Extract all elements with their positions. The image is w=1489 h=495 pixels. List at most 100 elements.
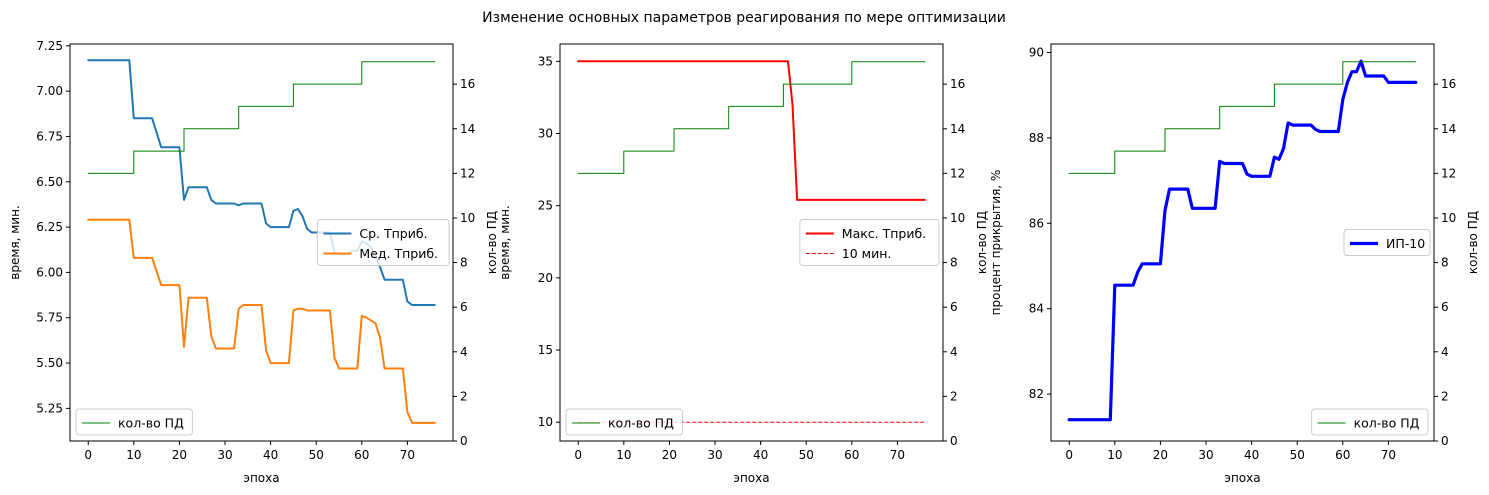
x-tick-label: 70 [890,448,905,462]
series-line-кол-во-пд [1068,61,1417,174]
legend-frame [1311,408,1429,436]
x-tick-label: 40 [753,448,768,462]
legend-count: кол-во ПД [1311,408,1429,436]
x-tick-label: 50 [309,448,324,462]
y2-tick-label: 2 [460,389,468,403]
legend-count: кол-во ПД [75,408,193,436]
x-tick-label: 20 [1153,448,1168,462]
y2-tick-label: 4 [1441,345,1449,359]
y-tick-label: 7.00 [36,84,63,98]
series-line-кол-во-пд [87,61,436,174]
x-tick-label: 10 [616,448,631,462]
series-line-мед-тприб- [87,218,436,424]
plots-container: 0 10 20 30 40 50 60 705.255.505.756.006.256.506… [8,39,1480,485]
x-tick-label: 30 [1198,448,1213,462]
x-tick-label: 60 [844,448,859,462]
y2-tick-label: 6 [950,300,958,314]
x-tick-label: 20 [662,448,677,462]
x-tick-label: 60 [1335,448,1350,462]
axes-frame [1050,43,1435,442]
y2-tick-label: 0 [950,434,958,448]
x-axis-label: эпоха [243,471,279,485]
x-axis-label: эпоха [1224,471,1260,485]
y-tick-label: 6.50 [36,175,63,189]
y2-tick-label: 16 [460,77,475,91]
series-line-кол-во-пд [577,61,926,174]
series-line-ип-10 [1067,59,1418,422]
y-tick-label: 20 [538,271,553,285]
y-tick-label: 86 [1029,216,1044,230]
y-axis-label: время, мин. [498,205,512,279]
y-tick-label: 5.25 [36,401,63,415]
x-tick-label: 70 [400,448,415,462]
y2-tick-label: 6 [1441,300,1449,314]
legend-frame [1343,229,1431,256]
legend-label: кол-во ПД [608,416,674,431]
x-tick-label: 20 [172,448,187,462]
legend-label: ИП-10 [1386,236,1425,251]
legend-frame [75,408,193,436]
x-tick-label: 0 [1065,448,1073,462]
legend-label: Мед. Тприб. [359,246,438,261]
x-tick-label: 10 [1107,448,1122,462]
y2-tick-label: 4 [460,345,468,359]
y-tick-label: 7.25 [36,39,63,53]
y-tick-label: 82 [1029,387,1044,401]
x-tick-label: 0 [84,448,92,462]
y-tick-label: 5.50 [36,356,63,370]
legend-count: кол-во ПД [565,408,683,436]
y-tick-label: 5.75 [36,311,63,325]
y2-tick-label: 16 [1441,77,1456,91]
y-tick-label: 90 [1029,46,1044,60]
x-tick-label: 50 [799,448,814,462]
y2-tick-label: 0 [1441,434,1449,448]
chart-panel-1: 0 10 20 30 40 50 60 705.255.505.756.006.256.506… [8,39,499,485]
y-tick-label: 35 [538,54,553,68]
x-tick-label: 10 [126,448,141,462]
y2-tick-label: 12 [950,166,965,180]
x-tick-label: 30 [217,448,232,462]
x-tick-label: 30 [707,448,722,462]
y-tick-label: 10 [538,415,553,429]
x-tick-label: 60 [354,448,369,462]
y2-tick-label: 2 [950,389,958,403]
x-tick-label: 50 [1290,448,1305,462]
y-tick-label: 6.00 [36,265,63,279]
series-line-ср-тприб- [87,59,436,306]
legend-frame [799,219,940,266]
y-tick-label: 6.25 [36,220,63,234]
y-axis-label: процент прикрытия, % [989,170,1003,316]
y2-tick-label: 8 [1441,256,1449,270]
y-axis-label: время, мин. [8,205,22,279]
figure-title: Изменение основных параметров реагирован… [482,10,1006,26]
y-tick-label: 25 [538,199,553,213]
y2-tick-label: 4 [950,345,958,359]
y2-tick-label: 8 [950,256,958,270]
legend-label: Ср. Тприб. [359,226,427,241]
series-group [1067,59,1418,422]
legend-label: кол-во ПД [1354,416,1420,431]
y-tick-label: 84 [1029,302,1044,316]
chart-panel-2: 0 10 20 30 40 50 60 70 10 15 20 25 30 35 0 2 4 6 8 10 12 14 16… [498,43,989,485]
y2-tick-label: 12 [460,166,475,180]
y2-tick-label: 14 [1441,122,1456,136]
legend-label: 10 мин. [842,246,892,261]
y-tick-label: 30 [538,127,553,141]
legend-main: Макс. Тприб. 10 мин. [799,219,940,266]
x-tick-label: 40 [1244,448,1259,462]
axes-frame [559,43,944,442]
x-tick-label: 0 [574,448,582,462]
y2-tick-label: 16 [950,77,965,91]
legend-label: кол-во ПД [118,416,184,431]
y2-tick-label: 14 [460,122,475,136]
legend-main: ИП-10 [1343,229,1431,256]
y2-tick-label: 8 [460,256,468,270]
x-tick-label: 70 [1381,448,1396,462]
axes-frame [69,43,454,442]
legend-label: Макс. Тприб. [842,226,926,241]
y-tick-label: 6.75 [36,129,63,143]
y2-tick-label: 2 [1441,389,1449,403]
x-axis-label: эпоха [733,471,769,485]
y2-axis-label: кол-во ПД [975,211,989,274]
